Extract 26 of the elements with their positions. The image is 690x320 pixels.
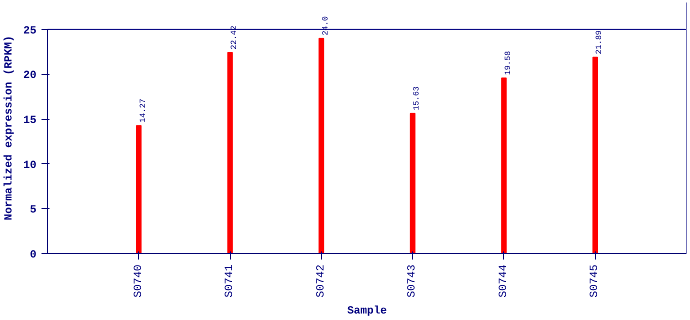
x-tick-label: S0743 — [406, 264, 419, 298]
data-label: 21.89 — [595, 30, 604, 54]
data-label: 22.42 — [230, 25, 240, 50]
bar — [136, 125, 142, 254]
y-tick-label: 5 — [30, 204, 37, 217]
bar — [227, 52, 233, 254]
x-tick-label: S0740 — [132, 264, 145, 298]
bar — [592, 56, 598, 254]
y-tick-label: 15 — [23, 115, 37, 128]
bar — [410, 112, 416, 254]
y-tick-label: 25 — [23, 25, 37, 38]
y-tick-label: 0 — [30, 250, 37, 262]
y-tick-label: 20 — [23, 70, 36, 82]
x-axis-title: Sample — [347, 306, 388, 318]
y-tick-label: 10 — [23, 160, 36, 172]
y-axis-title: Normalized expression (RPKM) — [3, 36, 16, 220]
x-tick-label: S0745 — [589, 264, 602, 298]
data-label: 24.0 — [321, 16, 330, 36]
data-label: 14.27 — [138, 98, 148, 123]
data-label: 19.58 — [504, 50, 513, 75]
bar — [501, 77, 507, 254]
x-tick-label: S0741 — [224, 264, 236, 298]
x-tick-label: S0742 — [315, 264, 328, 298]
bar — [318, 38, 324, 254]
data-label: 15.63 — [412, 86, 422, 110]
x-tick-label: S0744 — [498, 264, 510, 298]
